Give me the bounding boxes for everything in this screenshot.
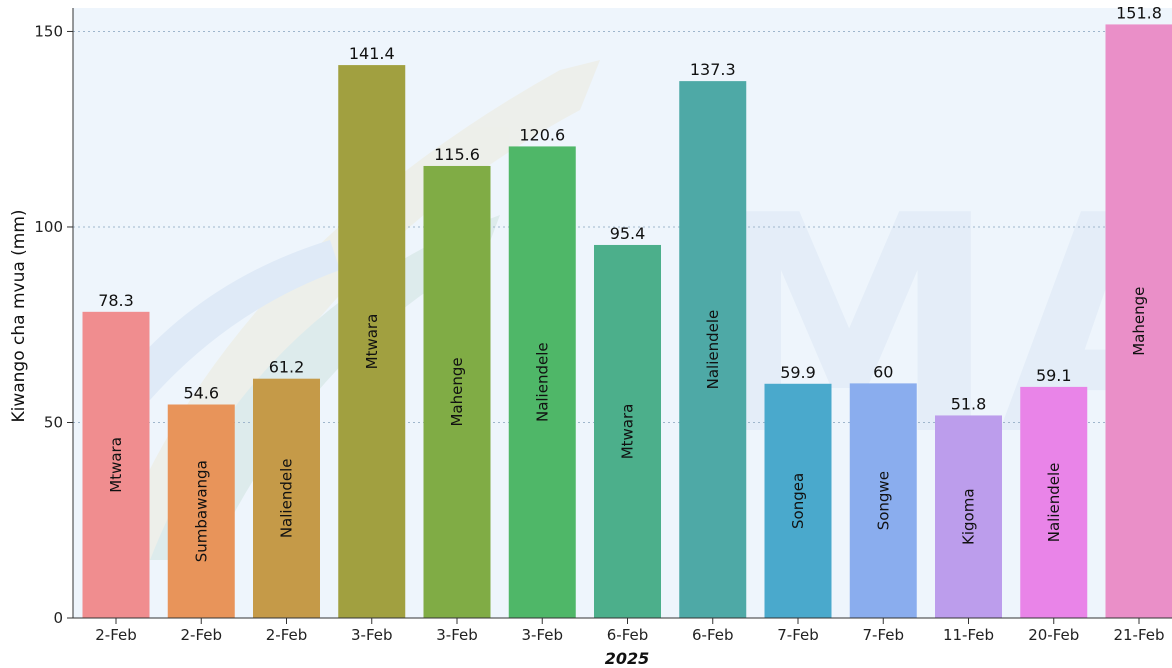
bar-value-label: 60 bbox=[873, 362, 893, 381]
bar-station-label: Kigoma bbox=[960, 488, 978, 545]
y-tick-label: 0 bbox=[53, 609, 63, 627]
bar-station-label: Naliendele bbox=[704, 310, 722, 390]
bar-value-label: 151.8 bbox=[1116, 3, 1162, 22]
bar-value-label: 137.3 bbox=[690, 60, 736, 79]
x-tick-label: 7-Feb bbox=[862, 626, 904, 644]
bar-station-label: Sumbawanga bbox=[192, 460, 210, 562]
bar-station-label: Mahenge bbox=[448, 357, 466, 426]
x-tick-label: 3-Feb bbox=[351, 626, 393, 644]
bar bbox=[764, 383, 832, 618]
bar-value-label: 78.3 bbox=[98, 291, 134, 310]
x-tick-label: 20-Feb bbox=[1028, 626, 1079, 644]
bar-station-label: Songwe bbox=[874, 471, 892, 530]
x-tick-label: 3-Feb bbox=[436, 626, 478, 644]
x-tick-label: 2-Feb bbox=[180, 626, 222, 644]
bar-value-label: 120.6 bbox=[519, 125, 565, 144]
bar-value-label: 95.4 bbox=[610, 224, 646, 243]
bar bbox=[1105, 24, 1172, 618]
y-tick-label: 100 bbox=[34, 218, 63, 236]
bar bbox=[82, 311, 150, 618]
bar bbox=[167, 404, 235, 618]
y-tick-label: 50 bbox=[44, 413, 63, 431]
bars-group bbox=[82, 24, 1172, 619]
axes-group: 0 50 100 150 2-Feb 2-Feb 2-Feb 3-Feb 3-Feb 3-Feb 6… bbox=[34, 8, 1172, 644]
x-tick-label: 3-Feb bbox=[521, 626, 563, 644]
bar-station-label: Naliendele bbox=[533, 342, 551, 422]
bar-value-label: 59.9 bbox=[780, 363, 816, 382]
bar-value-label: 51.8 bbox=[951, 394, 987, 413]
bar-value-label: 59.1 bbox=[1036, 366, 1072, 385]
bar bbox=[1020, 386, 1088, 618]
bar bbox=[679, 81, 747, 618]
bar bbox=[338, 65, 406, 619]
bar-station-label: Mtwara bbox=[363, 314, 381, 370]
x-tick-label: 2-Feb bbox=[95, 626, 137, 644]
bar bbox=[423, 165, 491, 618]
bar-station-label: Naliendele bbox=[1045, 463, 1063, 543]
x-tick-label: 6-Feb bbox=[607, 626, 649, 644]
bar-value-label: 115.6 bbox=[434, 145, 480, 164]
bar bbox=[935, 415, 1002, 618]
x-tick-label: 7-Feb bbox=[777, 626, 819, 644]
y-tick-label: 150 bbox=[34, 22, 63, 40]
x-tick-label: 21-Feb bbox=[1113, 626, 1164, 644]
x-tick-label: 2-Feb bbox=[266, 626, 308, 644]
labels-group: 78.3 Mtwara 54.6 Sumbawanga 61.2 Naliendele 14… bbox=[98, 3, 1162, 562]
x-axis-title: 2025 bbox=[605, 649, 650, 668]
bar-value-label: 61.2 bbox=[269, 358, 305, 377]
bar bbox=[594, 244, 661, 618]
x-tick-label: 6-Feb bbox=[692, 626, 734, 644]
bar-station-label: Mahenge bbox=[1130, 287, 1148, 356]
bar bbox=[508, 146, 576, 618]
bar bbox=[849, 383, 917, 618]
y-axis-title: Kiwango cha mvua (mm) bbox=[9, 209, 29, 422]
bar bbox=[253, 378, 320, 618]
bar-value-label: 54.6 bbox=[183, 384, 219, 403]
bar-station-label: Mtwara bbox=[619, 404, 637, 460]
bar-station-label: Mtwara bbox=[107, 437, 125, 493]
bar-station-label: Naliendele bbox=[278, 459, 296, 539]
bar-value-label: 141.4 bbox=[349, 44, 395, 63]
x-tick-label: 11-Feb bbox=[943, 626, 994, 644]
bar-station-label: Songea bbox=[789, 473, 807, 529]
